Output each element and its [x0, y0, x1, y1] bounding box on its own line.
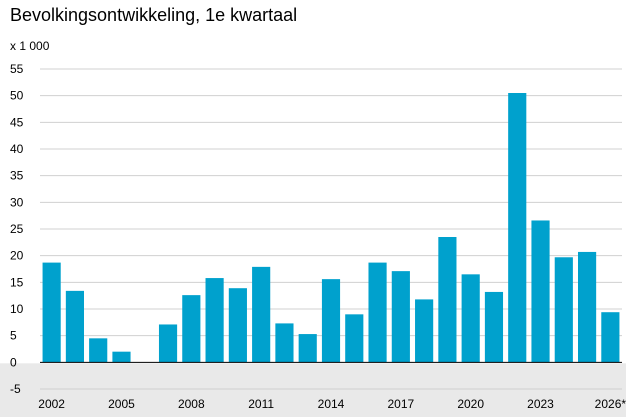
bar-2012: [275, 323, 294, 363]
y-tick-label: 50: [10, 89, 24, 103]
bars: [42, 93, 620, 363]
x-tick-label: 2008: [178, 397, 205, 411]
bar-2023: [531, 220, 550, 363]
x-tick-label: 2020: [457, 397, 484, 411]
bar-2025: [578, 251, 597, 363]
bar-2017: [391, 271, 410, 363]
bar-2024: [554, 257, 573, 363]
y-tick-label: 55: [10, 62, 24, 76]
bar-2018: [415, 299, 434, 363]
bar-2002: [42, 262, 61, 363]
bar-2008: [182, 295, 201, 363]
bar-2022: [508, 93, 527, 363]
y-tick-label: 30: [10, 195, 24, 209]
x-tick-label: 2014: [318, 397, 345, 411]
x-tick-label: 2002: [38, 397, 65, 411]
y-tick-label: -5: [10, 382, 21, 396]
y-tick-label: 5: [10, 329, 17, 343]
x-tick-label: 2023: [527, 397, 554, 411]
bar-2014: [321, 279, 341, 363]
bar-2019: [438, 237, 457, 363]
y-tick-label: 10: [10, 302, 24, 316]
bar-2003: [65, 290, 84, 363]
x-tick-label: 2011: [248, 397, 274, 411]
x-tick-label: 2017: [387, 397, 414, 411]
y-tick-label: 35: [10, 169, 24, 183]
x-tick-labels: 2002 2005 2008 2011 2014 2017 2020 2023 2026*: [38, 397, 626, 411]
x-axis-band: [0, 363, 626, 417]
bar-2013: [298, 334, 317, 363]
y-tick-labels: -5 0 5 10 15 20 25 30 35 40 45 50 55: [10, 62, 24, 396]
y-tick-label: 40: [10, 142, 24, 156]
bar-2015: [345, 314, 364, 363]
y-unit-label: x 1 000: [10, 39, 50, 53]
bar-2007: [158, 324, 178, 363]
bar-2020: [461, 274, 480, 363]
y-tick-label: 15: [10, 275, 24, 289]
bar-2016: [368, 262, 387, 363]
y-tick-label: 0: [10, 355, 17, 369]
bar-2009: [205, 278, 224, 363]
bar-2005: [112, 351, 131, 363]
x-tick-label: 2005: [108, 397, 135, 411]
bar-2004: [89, 338, 108, 363]
bar-2026*: [601, 312, 620, 363]
x-tick-label: 2026*: [595, 397, 626, 411]
y-tick-label: 25: [10, 222, 24, 236]
y-tick-label: 45: [10, 115, 24, 129]
bar-2021: [484, 291, 504, 363]
bar-2011: [252, 266, 271, 363]
y-tick-label: 20: [10, 249, 24, 263]
chart-title: Bevolkingsontwikkeling, 1e kwartaal: [10, 5, 298, 25]
bar-2010: [228, 288, 247, 363]
